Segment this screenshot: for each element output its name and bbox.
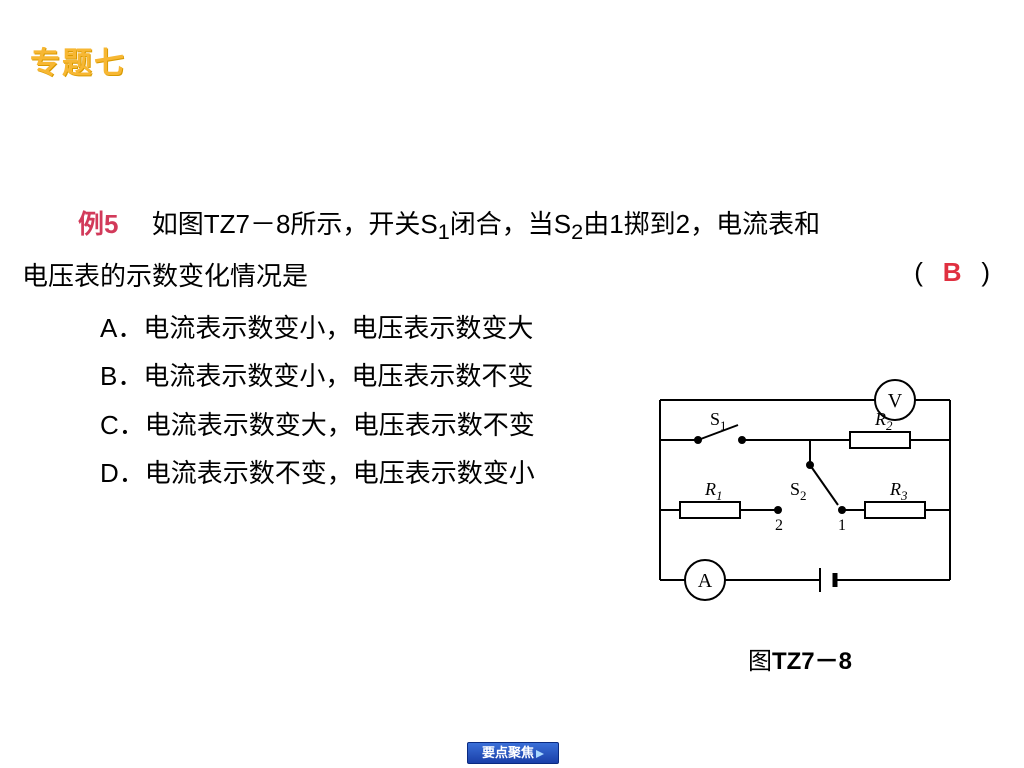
r2-label: R bbox=[874, 409, 886, 429]
caption-prefix: 图 bbox=[748, 648, 772, 675]
s2-sub: 2 bbox=[571, 219, 583, 244]
r1-label-sub: 1 bbox=[716, 488, 723, 503]
question-text: 例5 如图TZ7－8所示，开关S1闭合，当S2由1掷到2，电流表和 电压表的示数… bbox=[22, 200, 1002, 300]
q-intro-3: 由1掷到2，电流表和 bbox=[583, 209, 820, 239]
q-intro-1: 如图TZ7－8所示，开关S bbox=[152, 209, 438, 239]
svg-text:R1: R1 bbox=[704, 479, 723, 503]
diagram-caption: 图TZ7－8 bbox=[620, 641, 980, 676]
paren-close: ) bbox=[981, 257, 990, 287]
option-a: A．电流表示数变小，电压表示数变大 bbox=[100, 304, 1002, 352]
circuit-diagram: V S1 R2 bbox=[620, 370, 980, 676]
circuit-svg: V S1 R2 bbox=[620, 370, 980, 630]
voltmeter-label: V bbox=[888, 390, 903, 412]
q-line2: 电压表的示数变化情况是 bbox=[22, 261, 308, 291]
svg-text:R3: R3 bbox=[889, 479, 908, 503]
r2-label-sub: 2 bbox=[886, 418, 893, 433]
pos2-label: 2 bbox=[775, 517, 783, 534]
s1-label-sub: 1 bbox=[720, 418, 727, 433]
topic-text: 专题七 bbox=[30, 47, 126, 80]
s1-label: S bbox=[710, 409, 720, 429]
topic-heading: 专题七 bbox=[30, 38, 126, 82]
q-intro-2: 闭合，当S bbox=[450, 209, 571, 239]
r3-label: R bbox=[889, 479, 901, 499]
s2-label: S bbox=[790, 479, 800, 499]
paren-open: ( bbox=[914, 257, 923, 287]
s1-sub: 1 bbox=[438, 219, 450, 244]
svg-text:S1: S1 bbox=[710, 409, 727, 433]
example-label: 例5 bbox=[78, 209, 118, 239]
r1-label: R bbox=[704, 479, 716, 499]
play-icon bbox=[536, 744, 544, 764]
focus-button-label: 要点聚焦 bbox=[482, 745, 534, 760]
svg-text:S2: S2 bbox=[790, 479, 807, 503]
focus-button[interactable]: 要点聚焦 bbox=[467, 742, 559, 764]
ammeter-label: A bbox=[698, 570, 713, 592]
answer-letter: B bbox=[943, 257, 962, 287]
r3-label-sub: 3 bbox=[900, 488, 908, 503]
pos1-label: 1 bbox=[838, 517, 846, 534]
caption-id: TZ7－8 bbox=[772, 648, 852, 675]
s2-label-sub: 2 bbox=[800, 488, 807, 503]
